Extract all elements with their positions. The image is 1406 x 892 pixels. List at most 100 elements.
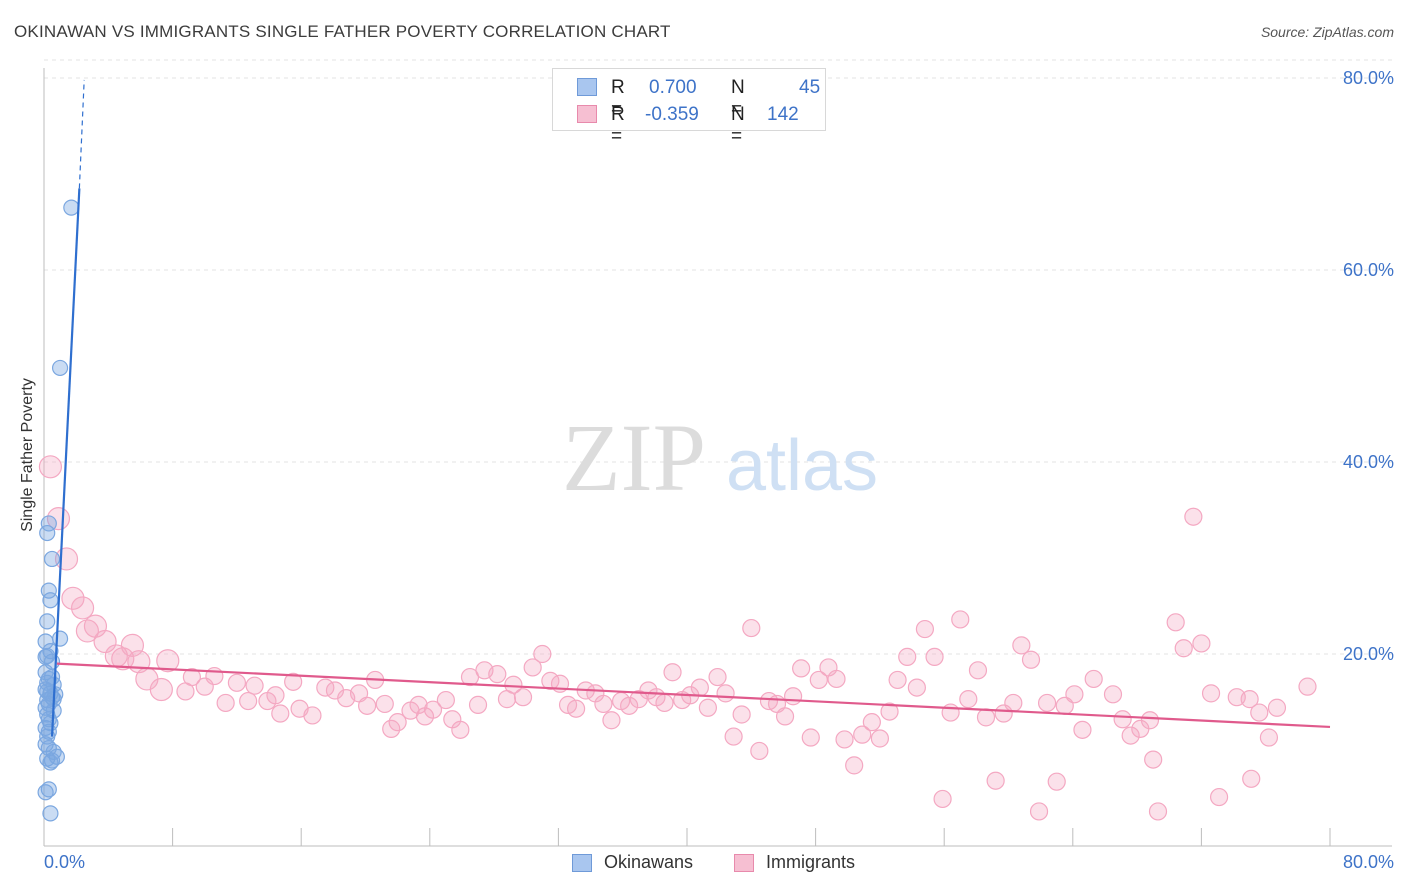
immigrants-point [907, 678, 926, 697]
immigrants-point [827, 669, 846, 689]
okinawans-point [39, 524, 56, 542]
immigrants-point [1298, 677, 1317, 696]
immigrants-point [835, 730, 854, 749]
axes [43, 68, 1392, 847]
immigrants-point [708, 667, 727, 687]
immigrants-point [358, 696, 377, 715]
immigrants-point [845, 756, 864, 775]
immigrants-point [388, 713, 407, 732]
immigrants-point [880, 702, 899, 721]
okinawans-points [37, 199, 80, 822]
immigrants-point [870, 729, 890, 748]
immigrants-point [1113, 710, 1132, 729]
immigrants-point [227, 673, 246, 692]
immigrants-point [663, 663, 682, 682]
immigrants-point [792, 659, 811, 678]
immigrants-point [1192, 634, 1211, 653]
immigrants-point [853, 725, 872, 744]
immigrants-point [888, 670, 907, 690]
immigrants-point [915, 619, 935, 639]
immigrants-point [239, 691, 258, 711]
immigrants-point [271, 704, 290, 723]
immigrants-point [1267, 698, 1287, 717]
chart-title: OKINAWAN VS IMMIGRANTS SINGLE FATHER POV… [14, 22, 671, 41]
okinawans-point [37, 648, 54, 665]
immigrants-point [1140, 711, 1160, 730]
immigrants-point [70, 596, 95, 620]
watermark-atlas: atlas [726, 426, 878, 506]
immigrants-point [941, 703, 960, 722]
immigrants-points [38, 455, 1317, 821]
immigrants-point [1073, 720, 1092, 739]
immigrants-point [1184, 507, 1203, 526]
immigrants-point [451, 720, 470, 739]
immigrants-point [61, 586, 85, 610]
immigrants-point [513, 688, 533, 707]
immigrants-point [620, 696, 639, 715]
okinawans-swatch [577, 78, 597, 96]
x-tick-label: 0.0% [44, 852, 86, 872]
immigrants-point [1242, 769, 1261, 788]
immigrants-point [655, 693, 674, 713]
immigrants-point [1065, 685, 1084, 704]
okinawans-point [51, 630, 69, 647]
r-label: R = [611, 77, 625, 120]
immigrants-point [783, 687, 803, 706]
watermark-zip: ZIP [562, 404, 706, 511]
okinawans-point [39, 613, 56, 630]
immigrants-point [488, 665, 507, 684]
n-value: 142 [767, 104, 799, 125]
okinawans-point [43, 550, 61, 568]
immigrants-point [951, 610, 970, 629]
okinawans-trend-extension [78, 79, 85, 189]
immigrants-point [1047, 772, 1066, 791]
immigrants-point [1250, 703, 1269, 722]
y-tick-label: 20.0% [1342, 644, 1394, 664]
immigrants-point [266, 686, 285, 705]
r-label: R = [611, 104, 625, 147]
immigrants-point [533, 644, 552, 664]
immigrants-point [75, 619, 100, 643]
immigrants-point [149, 677, 173, 702]
immigrants-point [698, 698, 717, 717]
immigrants-point [1029, 802, 1049, 821]
immigrants-point [1166, 613, 1185, 632]
n-label: N = [731, 104, 745, 147]
immigrants-point [504, 675, 523, 694]
immigrants-point [968, 661, 988, 680]
okinawans-point [42, 592, 59, 609]
n-label: N = [731, 77, 745, 120]
immigrants-point [523, 658, 542, 677]
immigrants-point [1201, 684, 1221, 703]
immigrants-point [436, 690, 455, 710]
immigrants-point [1012, 636, 1031, 655]
immigrants-point [1144, 750, 1163, 769]
immigrants-point [690, 678, 709, 697]
y-tick-label: 40.0% [1342, 452, 1394, 472]
okinawans-point [51, 359, 69, 377]
x-tick-label: 80.0% [1342, 852, 1394, 872]
immigrants-point [716, 684, 735, 703]
immigrants-point [1259, 728, 1279, 747]
immigrants-point [732, 705, 751, 724]
immigrants-point [409, 695, 428, 714]
r-value: 0.700 [649, 77, 697, 98]
immigrants-point [1121, 726, 1140, 745]
immigrants-point [284, 672, 303, 691]
immigrants-point [176, 682, 195, 701]
gridlines [44, 59, 1392, 655]
y-tick-label: 80.0% [1342, 68, 1394, 88]
okinawans-point [43, 668, 61, 686]
immigrants-point [111, 647, 135, 671]
immigrants-point [959, 690, 978, 709]
immigrants-point [1209, 787, 1229, 807]
immigrants-point [862, 713, 881, 732]
immigrants-point [602, 711, 621, 730]
okinawans-point [42, 754, 59, 771]
y-tick-label: 60.0% [1342, 260, 1394, 280]
immigrants-point [1004, 693, 1023, 713]
immigrants-point [976, 708, 996, 727]
correlation-legend: R = 0.700 N = 45 R = -0.359 N = 142 [552, 68, 826, 147]
trend-lines [50, 79, 1331, 737]
